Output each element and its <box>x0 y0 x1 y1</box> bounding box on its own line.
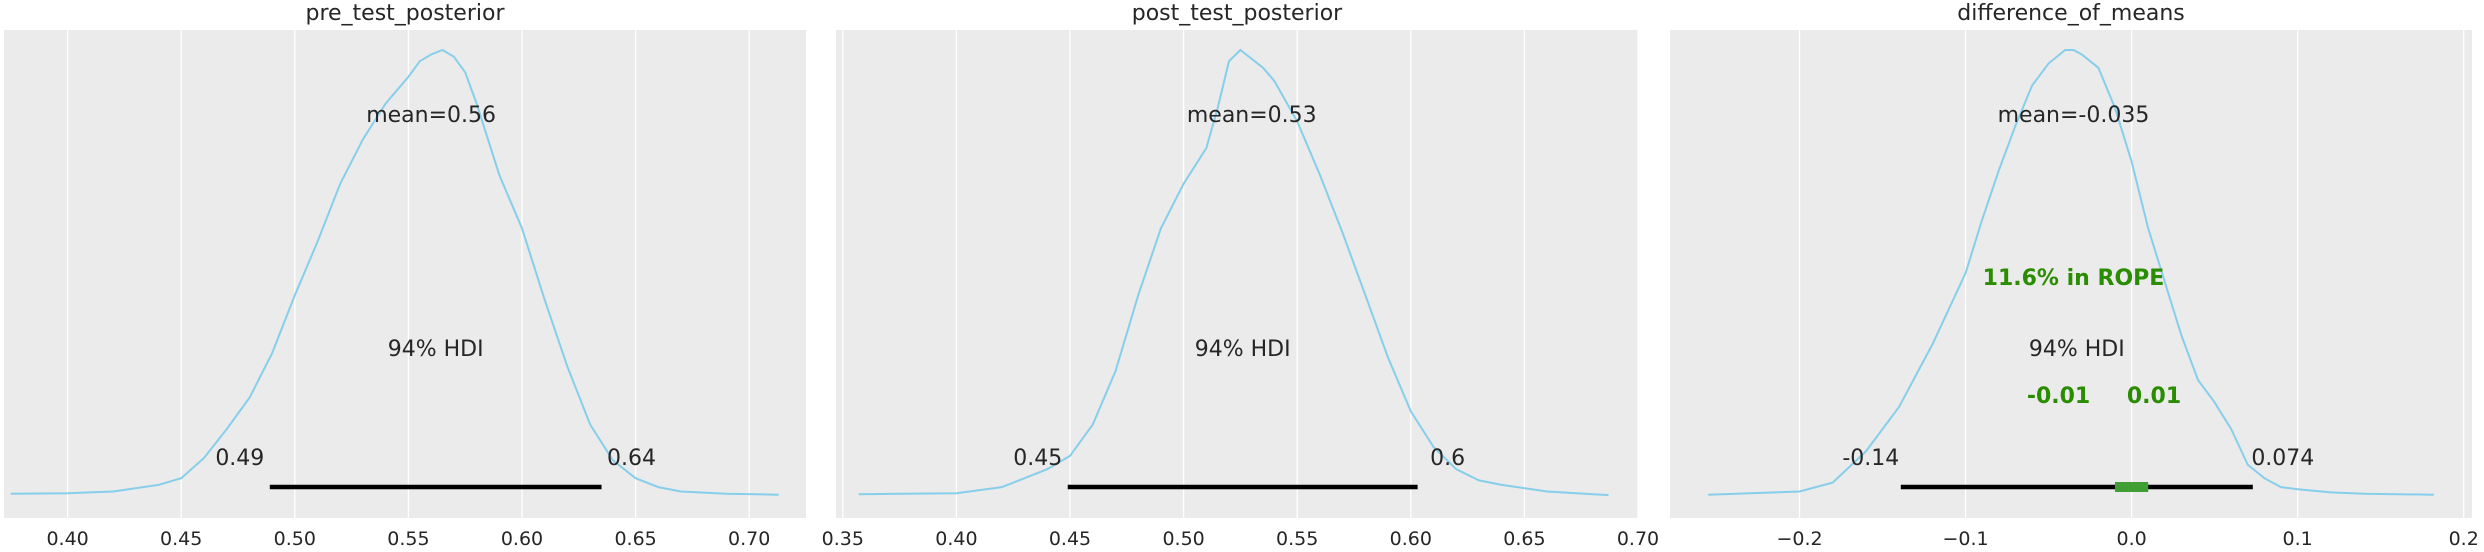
hdi-low-label: 0.49 <box>215 446 264 471</box>
x-tick-label: −0.1 <box>1942 528 1988 550</box>
panel-title: post_test_posterior <box>1132 1 1343 26</box>
x-tick-label: 0.60 <box>1390 528 1432 550</box>
kde-curve <box>10 48 779 496</box>
x-tick-label: 0.65 <box>614 528 656 550</box>
rope-high-label: 0.01 <box>2127 384 2181 409</box>
x-tick-label: 0.65 <box>1503 528 1545 550</box>
hdi-low-label: -0.14 <box>1842 446 1899 471</box>
x-tick-label: 0.35 <box>822 528 864 550</box>
x-tick-label: 0.50 <box>274 528 316 550</box>
x-tick-label: 0.40 <box>46 528 88 550</box>
x-tick-label: 0.55 <box>387 528 429 550</box>
panel-background <box>1670 30 2472 518</box>
panel-title: difference_of_means <box>1957 1 2185 26</box>
x-tick-label: 0.70 <box>1617 528 1659 550</box>
panel-post-test-posterior: 0.35 0.40 0.45 0.50 0.55 0.60 0.65 0.70 post_tes… <box>822 1 1659 550</box>
x-tick-label: 0.50 <box>1162 528 1204 550</box>
panel-pre-test-posterior: 0.40 0.45 0.50 0.55 0.60 0.65 0.70 pre_test_pos… <box>4 1 806 550</box>
mean-label: mean=0.53 <box>1187 103 1317 128</box>
hdi-high-label: 0.074 <box>2251 446 2314 471</box>
hdi-low-label: 0.45 <box>1013 446 1062 471</box>
kde-curve <box>1708 49 2434 496</box>
x-tick-label: 0.60 <box>501 528 543 550</box>
x-tick-label: 0.70 <box>728 528 770 550</box>
x-tick-label: 0.45 <box>1049 528 1091 550</box>
x-tick-label: 0.0 <box>2116 528 2146 550</box>
panel-title: pre_test_posterior <box>305 1 505 26</box>
panel-background <box>4 30 806 518</box>
mean-label: mean=0.56 <box>366 103 496 128</box>
mean-label: mean=-0.035 <box>1998 103 2150 128</box>
hdi-label: 94% HDI <box>2029 337 2125 362</box>
hdi-label: 94% HDI <box>1195 337 1291 362</box>
hdi-high-label: 0.6 <box>1430 446 1465 471</box>
x-tick-label: 0.55 <box>1276 528 1318 550</box>
x-tick-label: 0.2 <box>2449 528 2479 550</box>
hdi-high-label: 0.64 <box>607 446 656 471</box>
x-tick-label: 0.1 <box>2283 528 2313 550</box>
x-tick-label: 0.45 <box>160 528 202 550</box>
x-tick-label: 0.40 <box>935 528 977 550</box>
rope-low-label: -0.01 <box>2027 384 2090 409</box>
panel-background <box>836 30 1638 518</box>
x-tick-label: −0.2 <box>1776 528 1822 550</box>
hdi-label: 94% HDI <box>388 337 484 362</box>
rope-percent-label: 11.6% in ROPE <box>1983 266 2165 291</box>
panel-difference-of-means: −0.2 −0.1 0.0 0.1 0.2 difference_of_meansmean… <box>1670 1 2479 550</box>
kde-curve <box>858 48 1609 497</box>
